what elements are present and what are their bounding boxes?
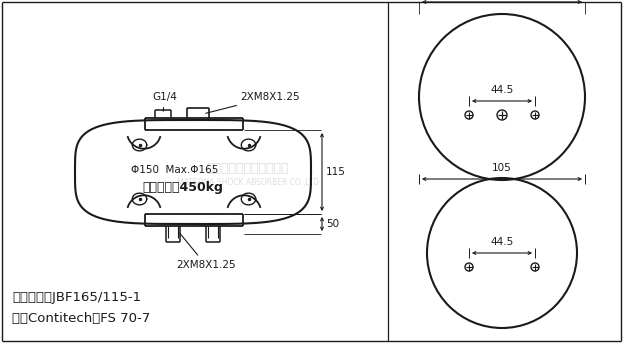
Text: G1/4: G1/4 xyxy=(152,92,177,111)
Text: 对应Contitech：FS 70-7: 对应Contitech：FS 70-7 xyxy=(12,312,150,326)
Text: 105: 105 xyxy=(492,163,512,173)
Text: 2XM8X1.25: 2XM8X1.25 xyxy=(176,233,235,270)
Text: 最大承载：450kg: 最大承载：450kg xyxy=(143,181,224,194)
Text: 2XM8X1.25: 2XM8X1.25 xyxy=(206,92,300,113)
Text: 115: 115 xyxy=(326,167,346,177)
Text: Φ150  Max.Φ165: Φ150 Max.Φ165 xyxy=(131,165,219,175)
Text: 产品型号：JBF165/115-1: 产品型号：JBF165/115-1 xyxy=(12,292,141,305)
Text: 44.5: 44.5 xyxy=(490,85,513,95)
Text: MATSONA SHOCK ABSORBER CO.,LTD: MATSONA SHOCK ABSORBER CO.,LTD xyxy=(177,177,319,187)
Text: 44.5: 44.5 xyxy=(490,237,513,247)
Text: 上海松夏减震器有限公司: 上海松夏减震器有限公司 xyxy=(207,162,289,175)
Text: 50: 50 xyxy=(326,219,339,229)
